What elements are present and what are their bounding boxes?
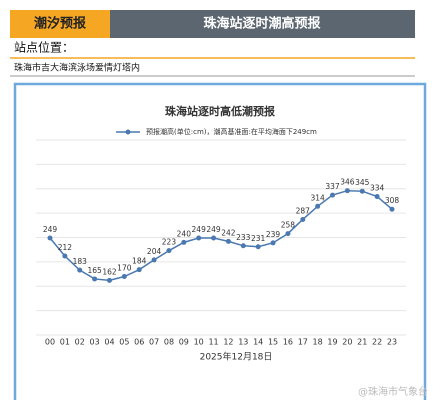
data-point <box>255 244 261 250</box>
legend-label: 预报潮高(单位:cm)，潮高基准面:在平均海面下249cm <box>146 127 317 136</box>
x-tick-label: 13 <box>238 338 248 347</box>
data-label: 233 <box>236 233 251 242</box>
data-point <box>374 194 380 200</box>
data-point <box>300 216 306 222</box>
x-tick-label: 05 <box>119 338 129 347</box>
x-tick-label: 23 <box>387 338 397 347</box>
watermark: @珠海市气象台 <box>358 385 428 398</box>
station-label: 站点位置： <box>14 40 74 55</box>
data-point <box>106 277 112 283</box>
x-tick-label: 06 <box>134 338 144 347</box>
data-point <box>389 206 395 212</box>
chart-panel <box>13 82 427 400</box>
data-label: 165 <box>87 266 102 275</box>
x-tick-label: 07 <box>149 338 159 347</box>
data-point <box>270 240 276 246</box>
data-label: 240 <box>177 229 192 238</box>
data-label: 334 <box>370 184 385 193</box>
data-point <box>62 253 68 259</box>
data-label: 183 <box>73 257 88 266</box>
data-point <box>77 267 83 273</box>
tab[interactable]: 潮汐预报 <box>34 16 87 32</box>
legend-dot <box>125 129 131 135</box>
data-point <box>181 239 187 245</box>
x-axis-label: 2025年12月18日 <box>200 351 273 363</box>
data-label: 212 <box>58 243 73 252</box>
data-point <box>136 267 142 273</box>
data-label: 287 <box>296 206 311 215</box>
data-point <box>92 276 98 282</box>
data-label: 346 <box>340 178 355 187</box>
x-tick-label: 19 <box>327 338 337 347</box>
data-point <box>196 235 202 241</box>
data-label: 223 <box>162 238 177 247</box>
data-label: 242 <box>221 228 236 237</box>
data-label: 249 <box>43 225 58 234</box>
x-tick-label: 10 <box>194 338 204 347</box>
tab-bg <box>10 10 110 38</box>
data-label: 337 <box>325 182 340 191</box>
data-point <box>315 203 321 209</box>
x-tick-label: 01 <box>60 338 70 347</box>
data-label: 308 <box>385 196 400 205</box>
data-label: 345 <box>355 178 370 187</box>
data-point <box>225 238 231 244</box>
data-point <box>285 231 291 237</box>
x-tick-label: 14 <box>253 338 263 347</box>
data-point <box>166 248 172 254</box>
data-point <box>121 274 127 279</box>
x-tick-label: 04 <box>104 338 114 347</box>
data-label: 249 <box>206 225 221 234</box>
x-tick-label: 09 <box>179 338 189 347</box>
chart-title: 珠海站逐时高低潮预报 <box>165 104 276 118</box>
data-label: 231 <box>251 234 266 243</box>
header-title: 珠海站逐时潮高预报 <box>203 16 321 32</box>
x-tick-label: 11 <box>208 338 218 347</box>
x-tick-label: 08 <box>164 338 174 347</box>
x-tick-label: 03 <box>90 338 100 347</box>
data-point <box>240 243 246 249</box>
data-label: 162 <box>102 267 117 276</box>
x-tick-label: 17 <box>298 338 308 347</box>
title-bg <box>110 10 415 38</box>
data-point <box>47 235 53 241</box>
data-label: 239 <box>266 230 281 239</box>
data-point <box>211 235 217 241</box>
x-tick-label: 18 <box>313 338 323 347</box>
data-label: 204 <box>147 247 162 256</box>
data-point <box>151 257 157 263</box>
data-label: 184 <box>132 257 147 266</box>
station-location: 珠海市吉大海滨泳场爱情灯塔内 <box>14 62 140 74</box>
data-point <box>330 192 336 198</box>
x-tick-label: 15 <box>268 338 278 347</box>
data-label: 314 <box>310 193 325 202</box>
x-tick-label: 12 <box>223 338 233 347</box>
data-label: 170 <box>117 264 132 273</box>
data-point <box>359 188 365 194</box>
x-tick-label: 16 <box>283 338 293 347</box>
data-label: 249 <box>192 225 207 234</box>
x-tick-label: 02 <box>75 338 85 347</box>
x-tick-label: 22 <box>372 338 382 347</box>
x-tick-label: 20 <box>342 338 352 347</box>
data-point <box>344 188 350 194</box>
data-label: 258 <box>281 221 296 230</box>
x-tick-label: 21 <box>357 338 367 347</box>
x-tick-label: 00 <box>45 338 55 347</box>
